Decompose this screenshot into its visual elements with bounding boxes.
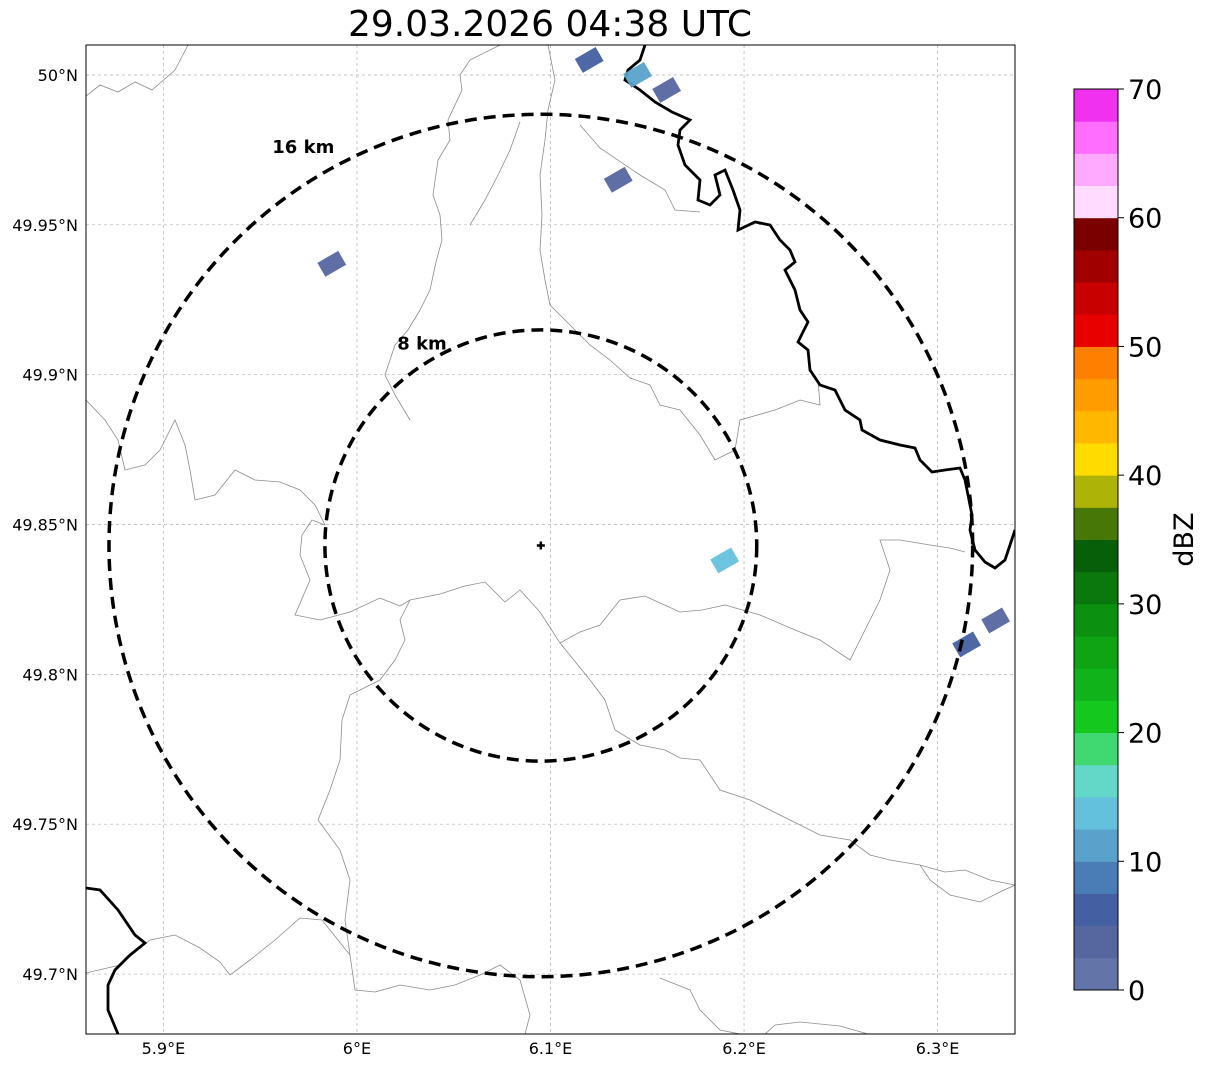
- colorbar-segment: [1074, 796, 1118, 830]
- range-ring-label: 16 km: [272, 137, 334, 158]
- colorbar-segment: [1074, 410, 1118, 444]
- colorbar-segment: [1074, 603, 1118, 637]
- colorbar-segment: [1074, 217, 1118, 251]
- lon-tick-label: 6.3°E: [916, 1039, 960, 1058]
- radar-echo: [710, 547, 740, 574]
- radar-site-marker: [536, 541, 545, 550]
- national-border: [623, 45, 1015, 570]
- axis-ticks: 5.9°E 6°E 6.1°E 6.2°E 6.3°E 50°N 49.95°N 49.9°N…: [12, 66, 959, 1058]
- colorbar-segment: [1074, 378, 1118, 412]
- colorbar-segment: [1074, 668, 1118, 701]
- colorbar-tick-label: 50: [1128, 332, 1162, 363]
- colorbar-segment: [1074, 732, 1118, 766]
- admin-border: [469, 121, 521, 226]
- colorbar-segment: [1074, 829, 1118, 862]
- range-rings: 16 km 8 km: [107, 112, 975, 979]
- colorbar-segment: [1074, 571, 1118, 605]
- colorbar-tick-label: 70: [1128, 75, 1162, 106]
- admin-border: [659, 977, 741, 1034]
- plot-area: 16 km 8 km: [85, 44, 1016, 1035]
- colorbar-segment: [1074, 636, 1118, 669]
- lat-tick-label: 49.75°N: [12, 815, 78, 834]
- lon-tick-label: 5.9°E: [142, 1039, 186, 1058]
- colorbar-segment: [1074, 957, 1118, 991]
- colorbar-segment: [1074, 475, 1118, 508]
- national-borders: [86, 45, 1015, 1034]
- borders: [86, 45, 1015, 1034]
- colorbar-segment: [1074, 153, 1118, 187]
- lat-tick-label: 49.7°N: [22, 965, 78, 984]
- lat-tick-label: 50°N: [38, 66, 78, 85]
- colorbar-segment: [1074, 282, 1118, 315]
- colorbar-segment: [1074, 121, 1118, 154]
- national-border: [86, 886, 148, 1034]
- colorbar-tick-label: 60: [1128, 204, 1162, 235]
- colorbar-segment: [1074, 861, 1118, 894]
- admin-border: [384, 45, 501, 421]
- admin-border: [559, 642, 1015, 886]
- colorbar-segment: [1074, 764, 1118, 798]
- radar-echo: [317, 250, 347, 277]
- colorbar-segment: [1074, 185, 1118, 219]
- colorbar-segment: [1074, 89, 1118, 122]
- gridlines: [86, 45, 1015, 1034]
- colorbar-segment: [1074, 507, 1118, 540]
- colorbar-segment: [1074, 539, 1118, 573]
- lat-tick-label: 49.85°N: [12, 516, 78, 535]
- colorbar-tick-label: 30: [1128, 590, 1162, 621]
- admin-border: [919, 864, 1015, 903]
- radar-echo: [603, 166, 633, 193]
- colorbar-frame: [1073, 88, 1119, 991]
- admin-border: [724, 539, 966, 661]
- colorbar-segment: [1074, 442, 1118, 476]
- colorbar-segment: [1074, 249, 1118, 283]
- admin-border: [764, 1021, 869, 1034]
- colorbar-unit-label: dBZ: [1169, 512, 1200, 566]
- radar-echo: [623, 62, 652, 88]
- colorbar: 0 10 20 30 40 50 60 70 dBZ: [1073, 75, 1200, 1007]
- lon-tick-label: 6.1°E: [529, 1039, 573, 1058]
- range-ring-label: 8 km: [397, 333, 447, 354]
- lat-tick-label: 49.8°N: [22, 665, 78, 684]
- admin-border: [539, 45, 821, 461]
- plot-frame: [85, 44, 1016, 1035]
- lat-tick-label: 49.9°N: [22, 366, 78, 385]
- admin-border: [579, 124, 701, 213]
- range-ring: [107, 112, 975, 979]
- colorbar-tick-label: 10: [1128, 847, 1162, 878]
- colorbar-segment: [1074, 893, 1118, 927]
- colorbar-tick-label: 20: [1128, 719, 1162, 750]
- colorbar-segment: [1074, 700, 1118, 734]
- admin-border: [86, 399, 726, 644]
- lat-tick-label: 49.95°N: [12, 216, 78, 235]
- lon-tick-label: 6.2°E: [722, 1039, 766, 1058]
- colorbar-segment: [1074, 346, 1118, 380]
- radar-echo: [652, 77, 682, 103]
- map-title: 29.03.2026 04:38 UTC: [347, 4, 753, 45]
- admin-border: [86, 45, 189, 97]
- radar-echo: [574, 47, 604, 73]
- colorbar-tick-label: 0: [1128, 976, 1145, 1007]
- lon-tick-label: 6°E: [343, 1039, 371, 1058]
- admin-border: [317, 599, 531, 1034]
- radar-echo: [981, 607, 1011, 634]
- colorbar-segment: [1074, 314, 1118, 347]
- colorbar-segment: [1074, 925, 1118, 959]
- colorbar-tick-label: 40: [1128, 461, 1162, 492]
- range-ring: [323, 328, 759, 763]
